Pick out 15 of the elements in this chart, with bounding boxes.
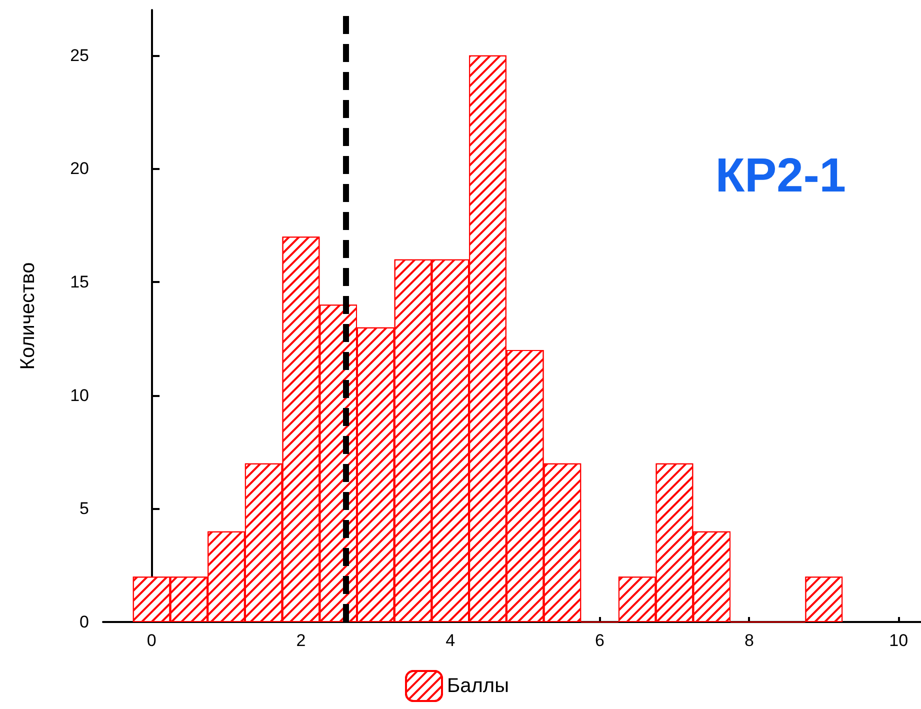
- x-tick-label: 10: [889, 631, 908, 650]
- annotation: КР2-1: [715, 150, 846, 202]
- y-tick-label: 0: [80, 612, 89, 632]
- x-tick-label: 2: [296, 631, 306, 650]
- legend-label: Баллы: [447, 675, 509, 697]
- y-tick-label: 5: [80, 499, 89, 518]
- y-tick-label: 25: [70, 46, 89, 65]
- x-tick-label: 4: [446, 631, 456, 650]
- y-tick-label: 20: [70, 159, 89, 178]
- y-tick-label: 10: [70, 386, 89, 405]
- x-tick-label: 0: [146, 631, 156, 650]
- x-tick-label: 6: [595, 631, 605, 650]
- x-tick-label: 8: [744, 631, 754, 650]
- y-tick-label: 15: [70, 272, 89, 292]
- y-axis-title: Количество: [17, 262, 39, 370]
